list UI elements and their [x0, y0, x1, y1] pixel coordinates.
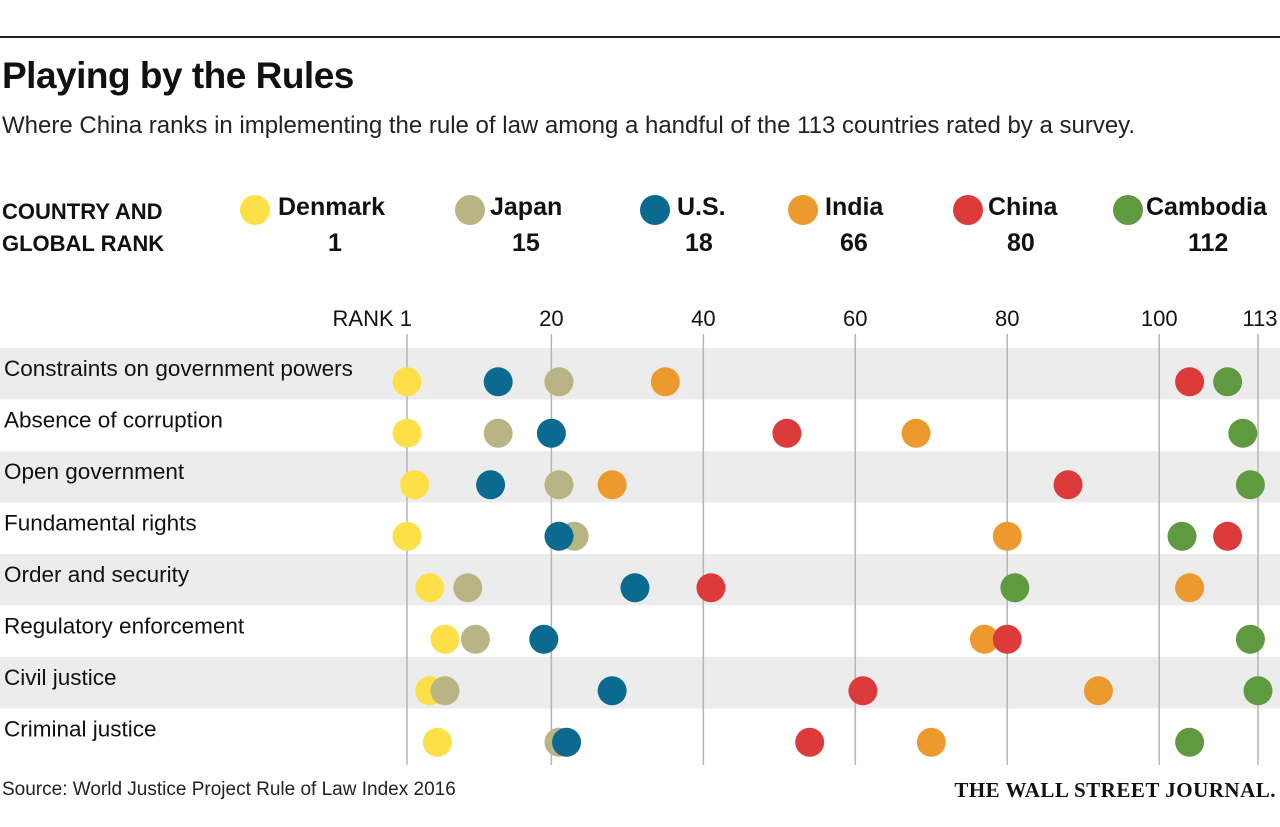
dot-us	[544, 521, 574, 551]
tick-label: 113	[1242, 306, 1277, 331]
dot-india	[1083, 676, 1113, 706]
row-band	[0, 348, 1280, 400]
dot-japan	[544, 367, 574, 397]
tick-label: 80	[995, 306, 1019, 331]
source-note: Source: World Justice Project Rule of La…	[2, 779, 456, 800]
dot-china	[992, 624, 1022, 654]
legend-dot	[788, 195, 818, 225]
dot-denmark	[392, 367, 422, 397]
legend-dot	[953, 195, 983, 225]
dot-india	[969, 624, 999, 654]
row-band	[0, 451, 1280, 503]
dot-us	[597, 676, 627, 706]
dot-china	[696, 573, 726, 603]
dot-cambodia	[1167, 521, 1197, 551]
dot-denmark	[430, 624, 460, 654]
dot-denmark	[415, 573, 445, 603]
dot-cambodia	[1235, 470, 1265, 500]
dot-china	[772, 418, 802, 448]
top-rule	[0, 36, 1280, 38]
dot-japan	[453, 573, 483, 603]
dot-china	[1213, 521, 1243, 551]
tick-label: 20	[539, 306, 563, 331]
legend-country-name: China	[988, 193, 1058, 221]
tick-label: 100	[1141, 306, 1178, 331]
row-band	[0, 657, 1280, 709]
dot-cambodia	[1228, 418, 1258, 448]
chart-title: Playing by the Rules	[2, 55, 354, 96]
category-label: Civil justice	[4, 665, 117, 690]
dot-us	[620, 573, 650, 603]
dot-cambodia	[1000, 573, 1030, 603]
legend-dot	[240, 195, 270, 225]
category-label: Constraints on government powers	[4, 356, 353, 381]
dot-cambodia	[1235, 624, 1265, 654]
legend-country-name: India	[825, 193, 884, 221]
dot-us	[483, 367, 513, 397]
legend-global-rank: 18	[685, 229, 713, 257]
dot-india	[650, 367, 680, 397]
legend-heading-line1: COUNTRY AND	[2, 199, 163, 224]
legend-dot	[455, 195, 485, 225]
category-label: Absence of corruption	[4, 407, 223, 432]
dot-denmark	[392, 521, 422, 551]
legend-country-name: Japan	[490, 193, 563, 221]
dot-japan	[430, 676, 460, 706]
dot-denmark	[422, 727, 452, 757]
category-label: Fundamental rights	[4, 510, 197, 535]
dot-china	[1053, 470, 1083, 500]
legend-country-name: Denmark	[278, 193, 385, 221]
dot-japan	[460, 624, 490, 654]
legend-country-name: U.S.	[677, 193, 726, 221]
legend-global-rank: 112	[1188, 229, 1229, 257]
dot-india	[1175, 573, 1205, 603]
dot-china	[848, 676, 878, 706]
legend-country-name: Cambodia	[1146, 193, 1267, 221]
legend-heading: COUNTRY AND GLOBAL RANK	[2, 196, 164, 260]
category-label: Order and security	[4, 562, 190, 587]
chart-subtitle: Where China ranks in implementing the ru…	[2, 112, 1136, 139]
tick-label: 60	[843, 306, 867, 331]
dot-us	[476, 470, 506, 500]
legend-global-rank: 15	[512, 229, 540, 257]
dot-us	[536, 418, 566, 448]
dot-denmark	[400, 470, 430, 500]
dot-us	[529, 624, 559, 654]
publisher-logo: THE WALL STREET JOURNAL.	[954, 778, 1276, 802]
tick-label: RANK 1	[333, 306, 412, 331]
dot-japan	[544, 470, 574, 500]
dot-japan	[483, 418, 513, 448]
dot-us	[552, 727, 582, 757]
dot-denmark	[392, 418, 422, 448]
dot-cambodia	[1213, 367, 1243, 397]
dot-cambodia	[1175, 727, 1205, 757]
legend-global-rank: 66	[840, 229, 868, 257]
dot-china	[1175, 367, 1205, 397]
dot-india	[597, 470, 627, 500]
tick-label: 40	[691, 306, 715, 331]
legend-heading-line2: GLOBAL RANK	[2, 231, 165, 256]
dot-india	[992, 521, 1022, 551]
legend-global-rank: 1	[328, 229, 342, 257]
dot-cambodia	[1243, 676, 1273, 706]
category-label: Open government	[4, 459, 185, 484]
legend-dot	[640, 195, 670, 225]
legend-global-rank: 80	[1007, 229, 1035, 257]
dot-india	[901, 418, 931, 448]
dot-india	[916, 727, 946, 757]
dot-china	[795, 727, 825, 757]
category-label: Regulatory enforcement	[4, 613, 245, 638]
legend-dot	[1113, 195, 1143, 225]
dot-plot: RANK 1 20 40 60 80 100 113 Constraints on gover…	[0, 306, 1280, 765]
category-label: Criminal justice	[4, 716, 157, 741]
